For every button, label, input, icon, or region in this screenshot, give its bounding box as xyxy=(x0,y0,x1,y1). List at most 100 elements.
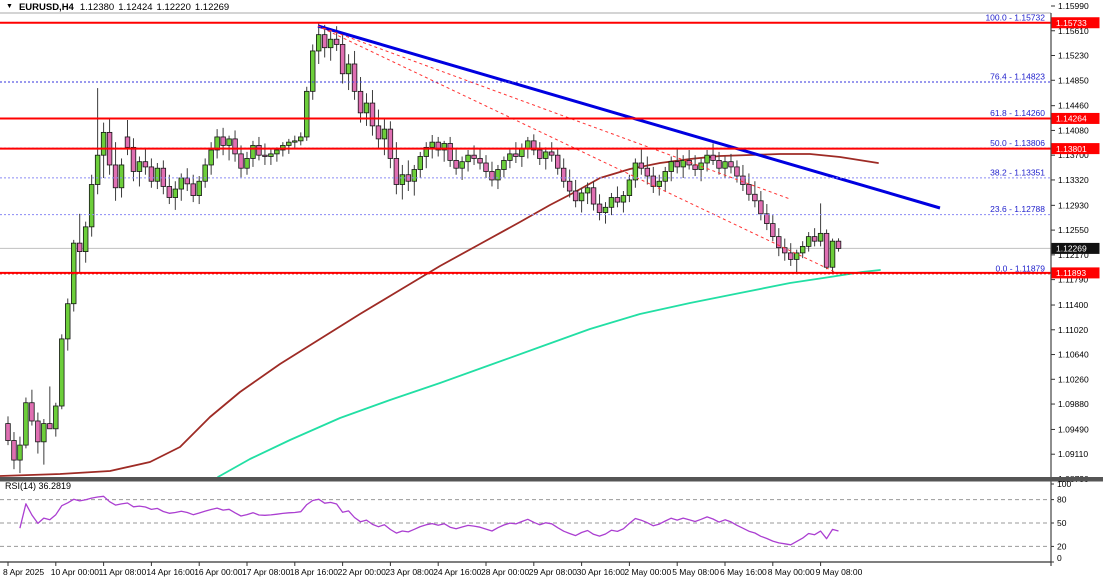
candle-bearish xyxy=(835,240,842,249)
price-axis-label: 1.12930 xyxy=(1058,200,1089,210)
candle-bullish xyxy=(23,402,29,446)
price-axis[interactable]: 1.15990 1.15610 1.15230 1.14850 1.14460 1.140… xyxy=(1050,1,1100,566)
candle-bearish xyxy=(590,187,597,205)
candle-bearish xyxy=(369,102,376,127)
candle-bullish xyxy=(363,102,370,114)
candle-bearish xyxy=(811,236,818,242)
price-axis-label: 1.09110 xyxy=(1058,449,1088,459)
candle-bearish xyxy=(124,136,131,148)
candle-bearish xyxy=(531,140,537,151)
fib-level-label: 76.4 - 1.14823 xyxy=(990,72,1045,82)
price-axis-pane-bg xyxy=(1051,0,1103,583)
candle-bearish xyxy=(537,149,543,159)
candle-bullish xyxy=(626,179,633,196)
candle-bearish xyxy=(387,128,394,159)
candle-bearish xyxy=(77,242,83,253)
time-axis-label: 16 Apr 00:00 xyxy=(194,567,242,577)
price-badge-current xyxy=(1051,242,1100,254)
time-axis-label: 11 Apr 08:00 xyxy=(99,567,147,577)
price-axis-label: 1.09880 xyxy=(1058,399,1089,409)
candle-bullish xyxy=(459,161,465,169)
candle-bullish xyxy=(292,140,298,143)
time-axis[interactable]: 8 Apr 2025 10 Apr 00:00 11 Apr 08:00 14 Apr… xyxy=(0,561,1051,577)
candle-bullish xyxy=(82,226,89,253)
price-axis-label: 1.11790 xyxy=(1058,275,1088,285)
candle-bullish xyxy=(100,131,107,156)
candle-bearish xyxy=(47,423,53,430)
candle-bearish xyxy=(734,166,740,177)
candle-bullish xyxy=(250,145,256,159)
quote-close: 1.12269 xyxy=(194,1,230,13)
candle-bearish xyxy=(740,175,746,185)
candle-bullish xyxy=(310,50,316,92)
candle-bullish xyxy=(214,136,220,151)
candle-bearish xyxy=(160,167,167,187)
candle-bullish xyxy=(345,63,352,75)
candle-bearish xyxy=(555,154,561,169)
fib-level-label: 61.8 - 1.14260 xyxy=(990,108,1045,118)
candle-bearish xyxy=(614,197,621,203)
candle-bullish xyxy=(805,236,812,247)
candle-bearish xyxy=(549,151,555,156)
price-badge-red xyxy=(1051,143,1100,155)
price-badge-label: 1.13801 xyxy=(1056,144,1087,154)
rsi-pane[interactable]: 100 80 50 20 0 xyxy=(0,479,1071,563)
candle-bullish xyxy=(226,138,232,146)
candle-bullish xyxy=(327,38,334,49)
price-badge-label: 1.11893 xyxy=(1056,268,1086,278)
candle-bearish xyxy=(650,175,656,187)
rsi-indicator-label: RSI(14) 36.2819 xyxy=(5,481,72,491)
candle-bullish xyxy=(543,151,549,159)
candle-bearish xyxy=(190,183,196,196)
candle-bullish xyxy=(65,303,71,340)
fib-level-label: 0.0 - 1.11879 xyxy=(996,263,1046,273)
price-axis-label: 1.09490 xyxy=(1058,424,1089,434)
candle-bearish xyxy=(644,167,651,177)
pane-resize-handle[interactable] xyxy=(0,477,1103,482)
time-axis-label: 18 Apr 16:00 xyxy=(290,567,338,577)
candle-bearish xyxy=(674,161,680,168)
candle-bearish xyxy=(262,154,268,157)
candle-bullish xyxy=(202,164,208,182)
candle-bearish xyxy=(758,200,764,215)
time-axis-label: 30 Apr 16:00 xyxy=(577,567,625,577)
price-badge-red xyxy=(1051,17,1100,29)
price-badge-red xyxy=(1051,112,1100,124)
candle-bullish xyxy=(578,192,585,202)
candle-bullish xyxy=(608,197,615,208)
price-axis-label: 1.15990 xyxy=(1058,1,1089,11)
rsi-line xyxy=(19,495,839,546)
candle-bearish xyxy=(357,90,364,114)
price-axis-label: 1.11020 xyxy=(1058,325,1088,335)
time-axis-label: 23 Apr 08:00 xyxy=(385,567,433,577)
candle-bearish xyxy=(148,166,155,182)
quote-line: ▼ EURUSD,H4 1.12380 1.12424 1.12220 1.12… xyxy=(6,1,229,13)
red-dash-lower-trendline[interactable] xyxy=(321,27,838,274)
candle-bearish xyxy=(638,162,645,169)
candle-bullish xyxy=(704,154,710,164)
candle-bullish xyxy=(53,405,59,430)
time-axis-label: 28 Apr 00:00 xyxy=(481,567,529,577)
candle-bullish xyxy=(59,338,65,407)
candle-bearish xyxy=(35,420,41,443)
price-badge-label: 1.14264 xyxy=(1056,114,1087,124)
time-axis-label: 2 May 00:00 xyxy=(624,567,671,577)
candle-bullish xyxy=(244,158,250,169)
rsi-axis-label: 80 xyxy=(1057,495,1067,505)
candle-bullish xyxy=(41,423,47,443)
time-axis-label: 17 Apr 08:00 xyxy=(242,567,290,577)
price-axis-label: 1.10640 xyxy=(1058,350,1089,360)
symbol-dropdown-icon[interactable]: ▼ xyxy=(6,3,13,10)
candle-bullish xyxy=(495,169,501,181)
candle-bearish xyxy=(11,440,17,461)
candle-bearish xyxy=(764,213,770,224)
candle-bullish xyxy=(417,156,423,170)
candle-bullish xyxy=(584,187,591,194)
candle-bearish xyxy=(166,186,173,198)
candle-bearish xyxy=(596,203,603,213)
candle-bullish xyxy=(829,240,836,268)
candle-bullish xyxy=(208,149,214,166)
